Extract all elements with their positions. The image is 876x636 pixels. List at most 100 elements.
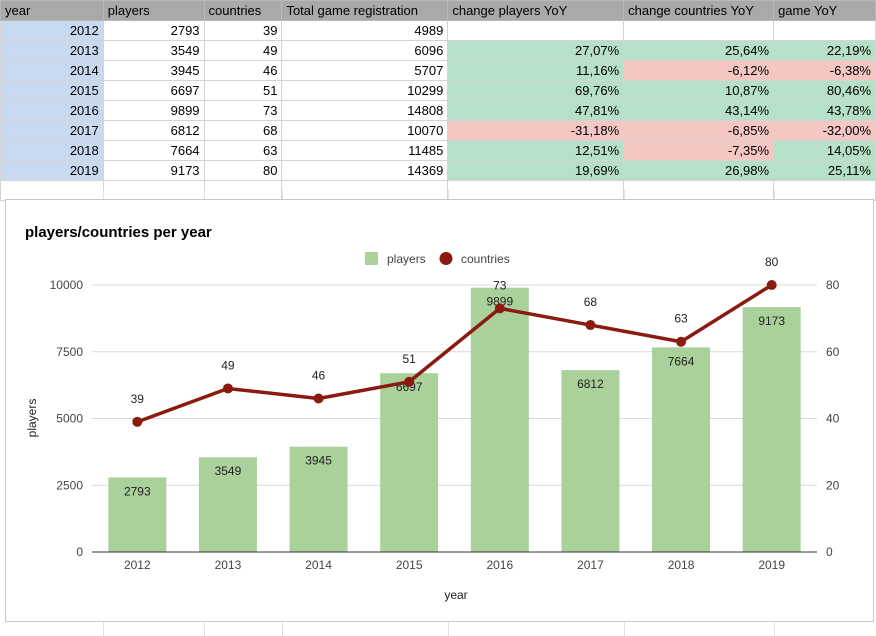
y-tick-label: 5000	[56, 412, 83, 426]
header-game-yoy[interactable]: game YoY	[773, 0, 876, 21]
cell-change-countries[interactable]	[623, 20, 775, 41]
cell-countries[interactable]: 51	[203, 80, 283, 101]
cell-countries[interactable]: 49	[203, 40, 283, 61]
countries-point-2019[interactable]	[766, 280, 777, 290]
cell-year[interactable]: 2014	[0, 60, 104, 81]
countries-point-2014[interactable]	[313, 393, 324, 404]
cell-year[interactable]: 2015	[0, 80, 104, 101]
countries-point-2017[interactable]	[585, 320, 596, 331]
header-players[interactable]: players	[102, 0, 205, 21]
cell-countries[interactable]: 80	[203, 160, 283, 181]
cell-total[interactable]: 11485	[281, 140, 449, 161]
cell-countries[interactable]: 68	[203, 120, 283, 141]
cell-players[interactable]: 6812	[102, 120, 205, 141]
cell-countries[interactable]: 46	[203, 60, 283, 81]
cell-year[interactable]: 2019	[0, 160, 104, 181]
header-year[interactable]: year	[0, 0, 104, 21]
countries-point-2018[interactable]	[676, 336, 687, 347]
countries-value-label: 68	[584, 295, 598, 309]
line-countries: 39 49 46 51 73 68 63 80	[131, 255, 779, 427]
cell-game-yoy[interactable]	[773, 20, 876, 41]
cell-change-countries[interactable]: -6,12%	[623, 60, 775, 81]
cell-game-yoy[interactable]: -32,00%	[773, 120, 876, 141]
cell-change-players[interactable]: 11,16%	[447, 60, 625, 81]
cell-change-players[interactable]: 19,69%	[447, 160, 625, 181]
cell-change-countries[interactable]: 25,64%	[623, 40, 775, 61]
cell-countries[interactable]: 73	[203, 100, 283, 121]
cell-change-players[interactable]	[447, 20, 625, 41]
cell-players[interactable]: 6697	[102, 80, 205, 101]
cell-game-yoy[interactable]: -6,38%	[773, 60, 876, 81]
bar-2015[interactable]	[380, 373, 439, 552]
countries-value-label: 80	[765, 255, 779, 269]
cell-players[interactable]: 9899	[102, 100, 205, 121]
cell-change-players[interactable]: 12,51%	[447, 140, 625, 161]
cell-change-countries[interactable]: 10,87%	[623, 80, 775, 101]
header-countries[interactable]: countries	[203, 0, 283, 21]
header-total-game-registration[interactable]: Total game registration	[281, 0, 449, 21]
chart-card[interactable]: players/countries per year players count…	[5, 199, 874, 622]
cell-year[interactable]: 2017	[0, 120, 104, 141]
countries-point-2016[interactable]	[494, 303, 505, 314]
table-row: 2016 9899 73 14808 47,81% 43,14% 43,78%	[0, 100, 876, 121]
empty-cell[interactable]	[447, 180, 625, 201]
y-tick-label: 10000	[50, 278, 84, 292]
empty-cell[interactable]	[102, 180, 205, 201]
cell-total[interactable]: 4989	[281, 20, 449, 41]
countries-point-2013[interactable]	[222, 383, 233, 394]
cell-total[interactable]: 10070	[281, 120, 449, 141]
cell-countries[interactable]: 39	[203, 20, 283, 41]
cell-game-yoy[interactable]: 22,19%	[773, 40, 876, 61]
cell-year[interactable]: 2016	[0, 100, 104, 121]
cell-players[interactable]: 9173	[102, 160, 205, 181]
cell-change-players[interactable]: 69,76%	[447, 80, 625, 101]
cell-total[interactable]: 10299	[281, 80, 449, 101]
countries-point-2015[interactable]	[404, 376, 415, 387]
cell-players[interactable]: 3945	[102, 60, 205, 81]
cell-game-yoy[interactable]: 25,11%	[773, 160, 876, 181]
bar-2012[interactable]	[108, 477, 167, 552]
cell-change-players[interactable]: 27,07%	[447, 40, 625, 61]
bar-2016[interactable]	[470, 287, 529, 552]
cell-change-countries[interactable]: -6,85%	[623, 120, 775, 141]
bar-2014[interactable]	[289, 446, 348, 552]
cell-game-yoy[interactable]: 80,46%	[773, 80, 876, 101]
empty-cell[interactable]	[281, 180, 449, 201]
table-row: 2013 3549 49 6096 27,07% 25,64% 22,19%	[0, 40, 876, 61]
cell-total[interactable]: 14808	[281, 100, 449, 121]
header-change-players-yoy[interactable]: change players YoY	[447, 0, 625, 21]
header-change-countries-yoy[interactable]: change countries YoY	[623, 0, 775, 21]
table-row: 2015 6697 51 10299 69,76% 10,87% 80,46%	[0, 80, 876, 101]
cell-game-yoy[interactable]: 43,78%	[773, 100, 876, 121]
cell-year[interactable]: 2018	[0, 140, 104, 161]
cell-year[interactable]: 2012	[0, 20, 104, 41]
cell-players[interactable]: 7664	[102, 140, 205, 161]
cell-players[interactable]: 2793	[102, 20, 205, 41]
cell-change-players[interactable]: 47,81%	[447, 100, 625, 121]
empty-cell[interactable]	[623, 180, 775, 201]
cell-total[interactable]: 5707	[281, 60, 449, 81]
empty-cell[interactable]	[0, 180, 104, 201]
bar-2013[interactable]	[198, 457, 257, 552]
empty-cell[interactable]	[203, 180, 283, 201]
empty-cell[interactable]	[773, 180, 876, 201]
bar-2019[interactable]	[742, 307, 801, 552]
cell-change-countries[interactable]: 26,98%	[623, 160, 775, 181]
cell-countries[interactable]: 63	[203, 140, 283, 161]
cell-total[interactable]: 14369	[281, 160, 449, 181]
countries-value-label: 51	[403, 352, 417, 366]
cell-year[interactable]: 2013	[0, 40, 104, 61]
cell-total[interactable]: 6096	[281, 40, 449, 61]
bar-2017[interactable]	[561, 370, 620, 552]
cell-change-players[interactable]: -31,18%	[447, 120, 625, 141]
countries-point-2012[interactable]	[132, 416, 143, 427]
bar-value-label: 3549	[215, 464, 242, 478]
cell-change-countries[interactable]: 43,14%	[623, 100, 775, 121]
x-tick-label: 2018	[668, 558, 695, 572]
bar-2018[interactable]	[652, 347, 711, 552]
table-row: 2018 7664 63 11485 12,51% -7,35% 14,05%	[0, 140, 876, 161]
cell-game-yoy[interactable]: 14,05%	[773, 140, 876, 161]
cell-players[interactable]: 3549	[102, 40, 205, 61]
cell-change-countries[interactable]: -7,35%	[623, 140, 775, 161]
